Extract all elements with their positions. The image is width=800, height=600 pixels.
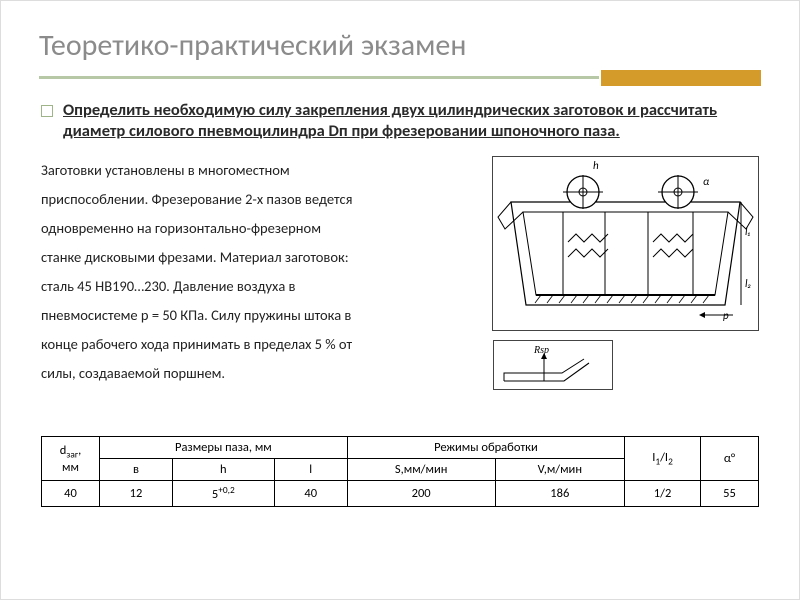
desc-line: одновременно на горизонтально-фрезерном — [41, 219, 321, 237]
accent-bar — [601, 70, 761, 86]
desc-line: силы, создаваемой поршнем. — [41, 364, 225, 382]
table-cell: 186 — [495, 481, 625, 506]
table-header-alpha: α° — [701, 437, 759, 481]
desc-line: приспособлении. Фрезерование 2-х пазов в… — [41, 190, 352, 208]
fixture-diagram: h α l₁ l₂ p Rsp — [492, 156, 759, 331]
diagram-svg: h α l₁ l₂ p — [493, 157, 758, 332]
table-subheader: в — [100, 459, 173, 481]
table-row: 40 12 5+0,2 40 200 186 1/2 55 — [42, 481, 759, 506]
table-subheader: h — [172, 459, 274, 481]
body-row: Заготовки установлены в многоместном при… — [39, 152, 761, 388]
desc-line: Заготовки установлены в многоместном — [41, 161, 290, 179]
table-header-regimes: Режимы обработки — [347, 437, 624, 459]
diagram-label-h: h — [593, 159, 599, 172]
diagram-label-l2: l₂ — [745, 277, 751, 290]
description: Заготовки установлены в многоместном при… — [41, 156, 480, 388]
diagram-label-l1: l₁ — [745, 225, 751, 238]
table-header-d: dзаг,мм — [42, 437, 100, 481]
table-cell: 12 — [100, 481, 173, 506]
table-cell: 40 — [274, 481, 347, 506]
table-cell: 40 — [42, 481, 100, 506]
diagram-label-alpha: α — [703, 175, 710, 188]
bullet-icon — [41, 105, 53, 117]
desc-line: пневмосистеме р = 50 КПа. Силу пружины ш… — [41, 306, 351, 324]
table-cell: 55 — [701, 481, 759, 506]
task-text: Определить необходимую силу закрепления … — [63, 100, 753, 143]
table-cell: 1/2 — [625, 481, 701, 506]
desc-line: конце рабочего хода принимать в пределах… — [41, 335, 352, 353]
desc-line: станке дисковыми фрезами. Материал загот… — [41, 248, 349, 266]
table-subheader: l — [274, 459, 347, 481]
title-rule — [39, 70, 761, 86]
table-subheader: S,мм/мин — [347, 459, 495, 481]
sub-diagram: Rsp — [493, 340, 613, 390]
table-header-ratio: I1/I2 — [625, 437, 701, 481]
table-cell: 200 — [347, 481, 495, 506]
task-block: Определить необходимую силу закрепления … — [39, 100, 761, 143]
subdiagram-label: Rsp — [533, 345, 549, 356]
parameters-table: dзаг,мм Размеры паза, мм Режимы обработк… — [41, 436, 759, 506]
slide-title: Теоретико-практический экзамен — [39, 29, 761, 64]
rule-thin — [39, 76, 599, 79]
table-cell: 5+0,2 — [172, 481, 274, 506]
desc-line: сталь 45 НВ190…230. Давление воздуха в — [41, 277, 296, 295]
table-subheader: V,м/мин — [495, 459, 625, 481]
table-header-pasa: Размеры паза, мм — [100, 437, 348, 459]
